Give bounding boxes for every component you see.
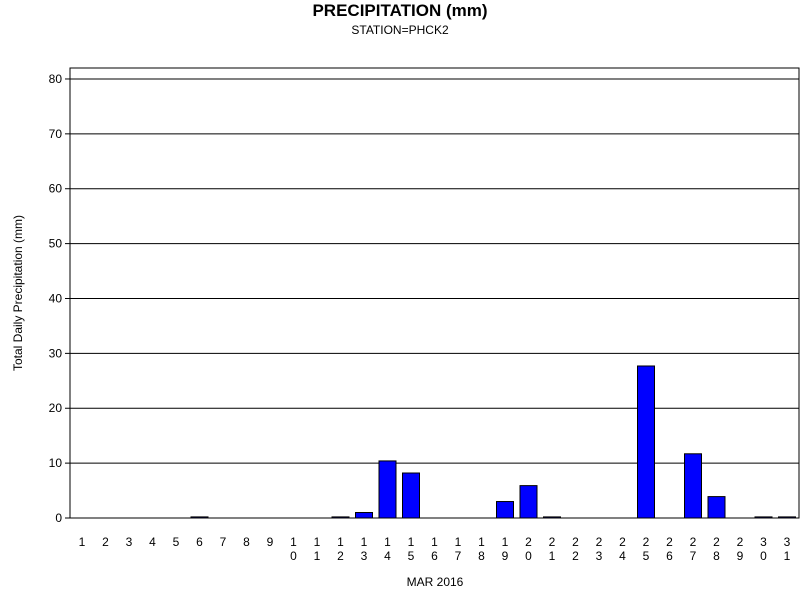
y-tick-label: 30 [49,346,63,360]
y-tick-label: 60 [49,182,63,196]
y-tick-label: 40 [49,291,63,305]
bars [190,365,796,519]
bar-day-25 [637,365,655,519]
grid-lines [70,78,799,464]
bar-day-20 [519,485,538,519]
x-tick-label: 8 [478,549,485,563]
chart-subtitle: STATION=PHCK2 [351,23,449,37]
x-tick-label: 7 [220,535,227,549]
y-axis-label: Total Daily Precipitation (mm) [11,215,25,371]
x-tick-label: 9 [737,549,744,563]
x-tick-label: 0 [290,549,297,563]
x-axis-ticks: 1 2 3 4 5 6 7 8 9 1011121314151617181920212223242… [79,535,791,563]
bar-day-14 [378,460,397,519]
x-tick-label: 0 [760,549,767,563]
x-tick-label: 3 [126,535,133,549]
x-tick-label: 2 [572,535,579,549]
x-tick-label: 8 [243,535,250,549]
x-tick-label: 9 [502,549,509,563]
x-tick-label: 9 [267,535,274,549]
x-tick-label: 8 [713,549,720,563]
y-axis-ticks: 0 10 20 30 40 50 60 70 80 [49,72,70,525]
x-tick-label: 7 [455,549,462,563]
x-tick-label: 5 [408,549,415,563]
plot-frame [69,67,800,519]
x-tick-label: 3 [361,549,368,563]
bar-day-27 [684,453,702,519]
x-tick-label: 2 [619,535,626,549]
x-tick-label: 1 [549,549,556,563]
chart-title: PRECIPITATION (mm) [312,1,488,20]
x-tick-label: 3 [760,535,767,549]
x-tick-label: 1 [408,535,415,549]
y-tick-label: 50 [49,237,63,251]
x-tick-label: 2 [549,535,556,549]
x-tick-label: 2 [525,535,532,549]
x-tick-label: 1 [314,535,321,549]
bar-day-13 [355,512,373,519]
x-tick-label: 5 [643,549,650,563]
x-tick-label: 1 [79,535,86,549]
x-tick-label: 2 [713,535,720,549]
x-tick-label: 1 [361,535,368,549]
bar-day-15 [402,472,420,519]
x-tick-label: 1 [784,549,791,563]
y-tick-label: 0 [55,511,62,525]
x-tick-label: 3 [784,535,791,549]
y-tick-label: 70 [49,127,63,141]
x-tick-label: 7 [690,549,697,563]
bar-day-28 [707,496,726,519]
x-tick-label: 1 [290,535,297,549]
x-tick-label: 2 [666,535,673,549]
x-tick-label: 1 [455,535,462,549]
x-tick-label: 6 [431,549,438,563]
x-tick-label: 2 [643,535,650,549]
x-tick-label: 0 [525,549,532,563]
x-tick-label: 4 [384,549,391,563]
x-tick-label: 2 [572,549,579,563]
x-tick-label: 6 [666,549,673,563]
x-tick-label: 6 [196,535,203,549]
y-tick-label: 20 [49,401,63,415]
x-tick-label: 2 [690,535,697,549]
y-tick-label: 10 [49,456,63,470]
x-tick-label: 3 [596,549,603,563]
x-tick-label: 1 [384,535,391,549]
x-tick-label: 2 [337,549,344,563]
x-tick-label: 1 [314,549,321,563]
x-tick-label: 1 [502,535,509,549]
x-tick-label: 1 [337,535,344,549]
x-tick-label: 4 [149,535,156,549]
x-tick-label: 1 [431,535,438,549]
x-tick-label: 1 [478,535,485,549]
x-axis-label: MAR 2016 [407,575,464,589]
y-tick-label: 80 [49,72,63,86]
x-tick-label: 2 [737,535,744,549]
x-tick-label: 2 [596,535,603,549]
bar-day-19 [496,501,514,519]
x-tick-label: 4 [619,549,626,563]
x-tick-label: 5 [173,535,180,549]
x-tick-label: 2 [102,535,109,549]
